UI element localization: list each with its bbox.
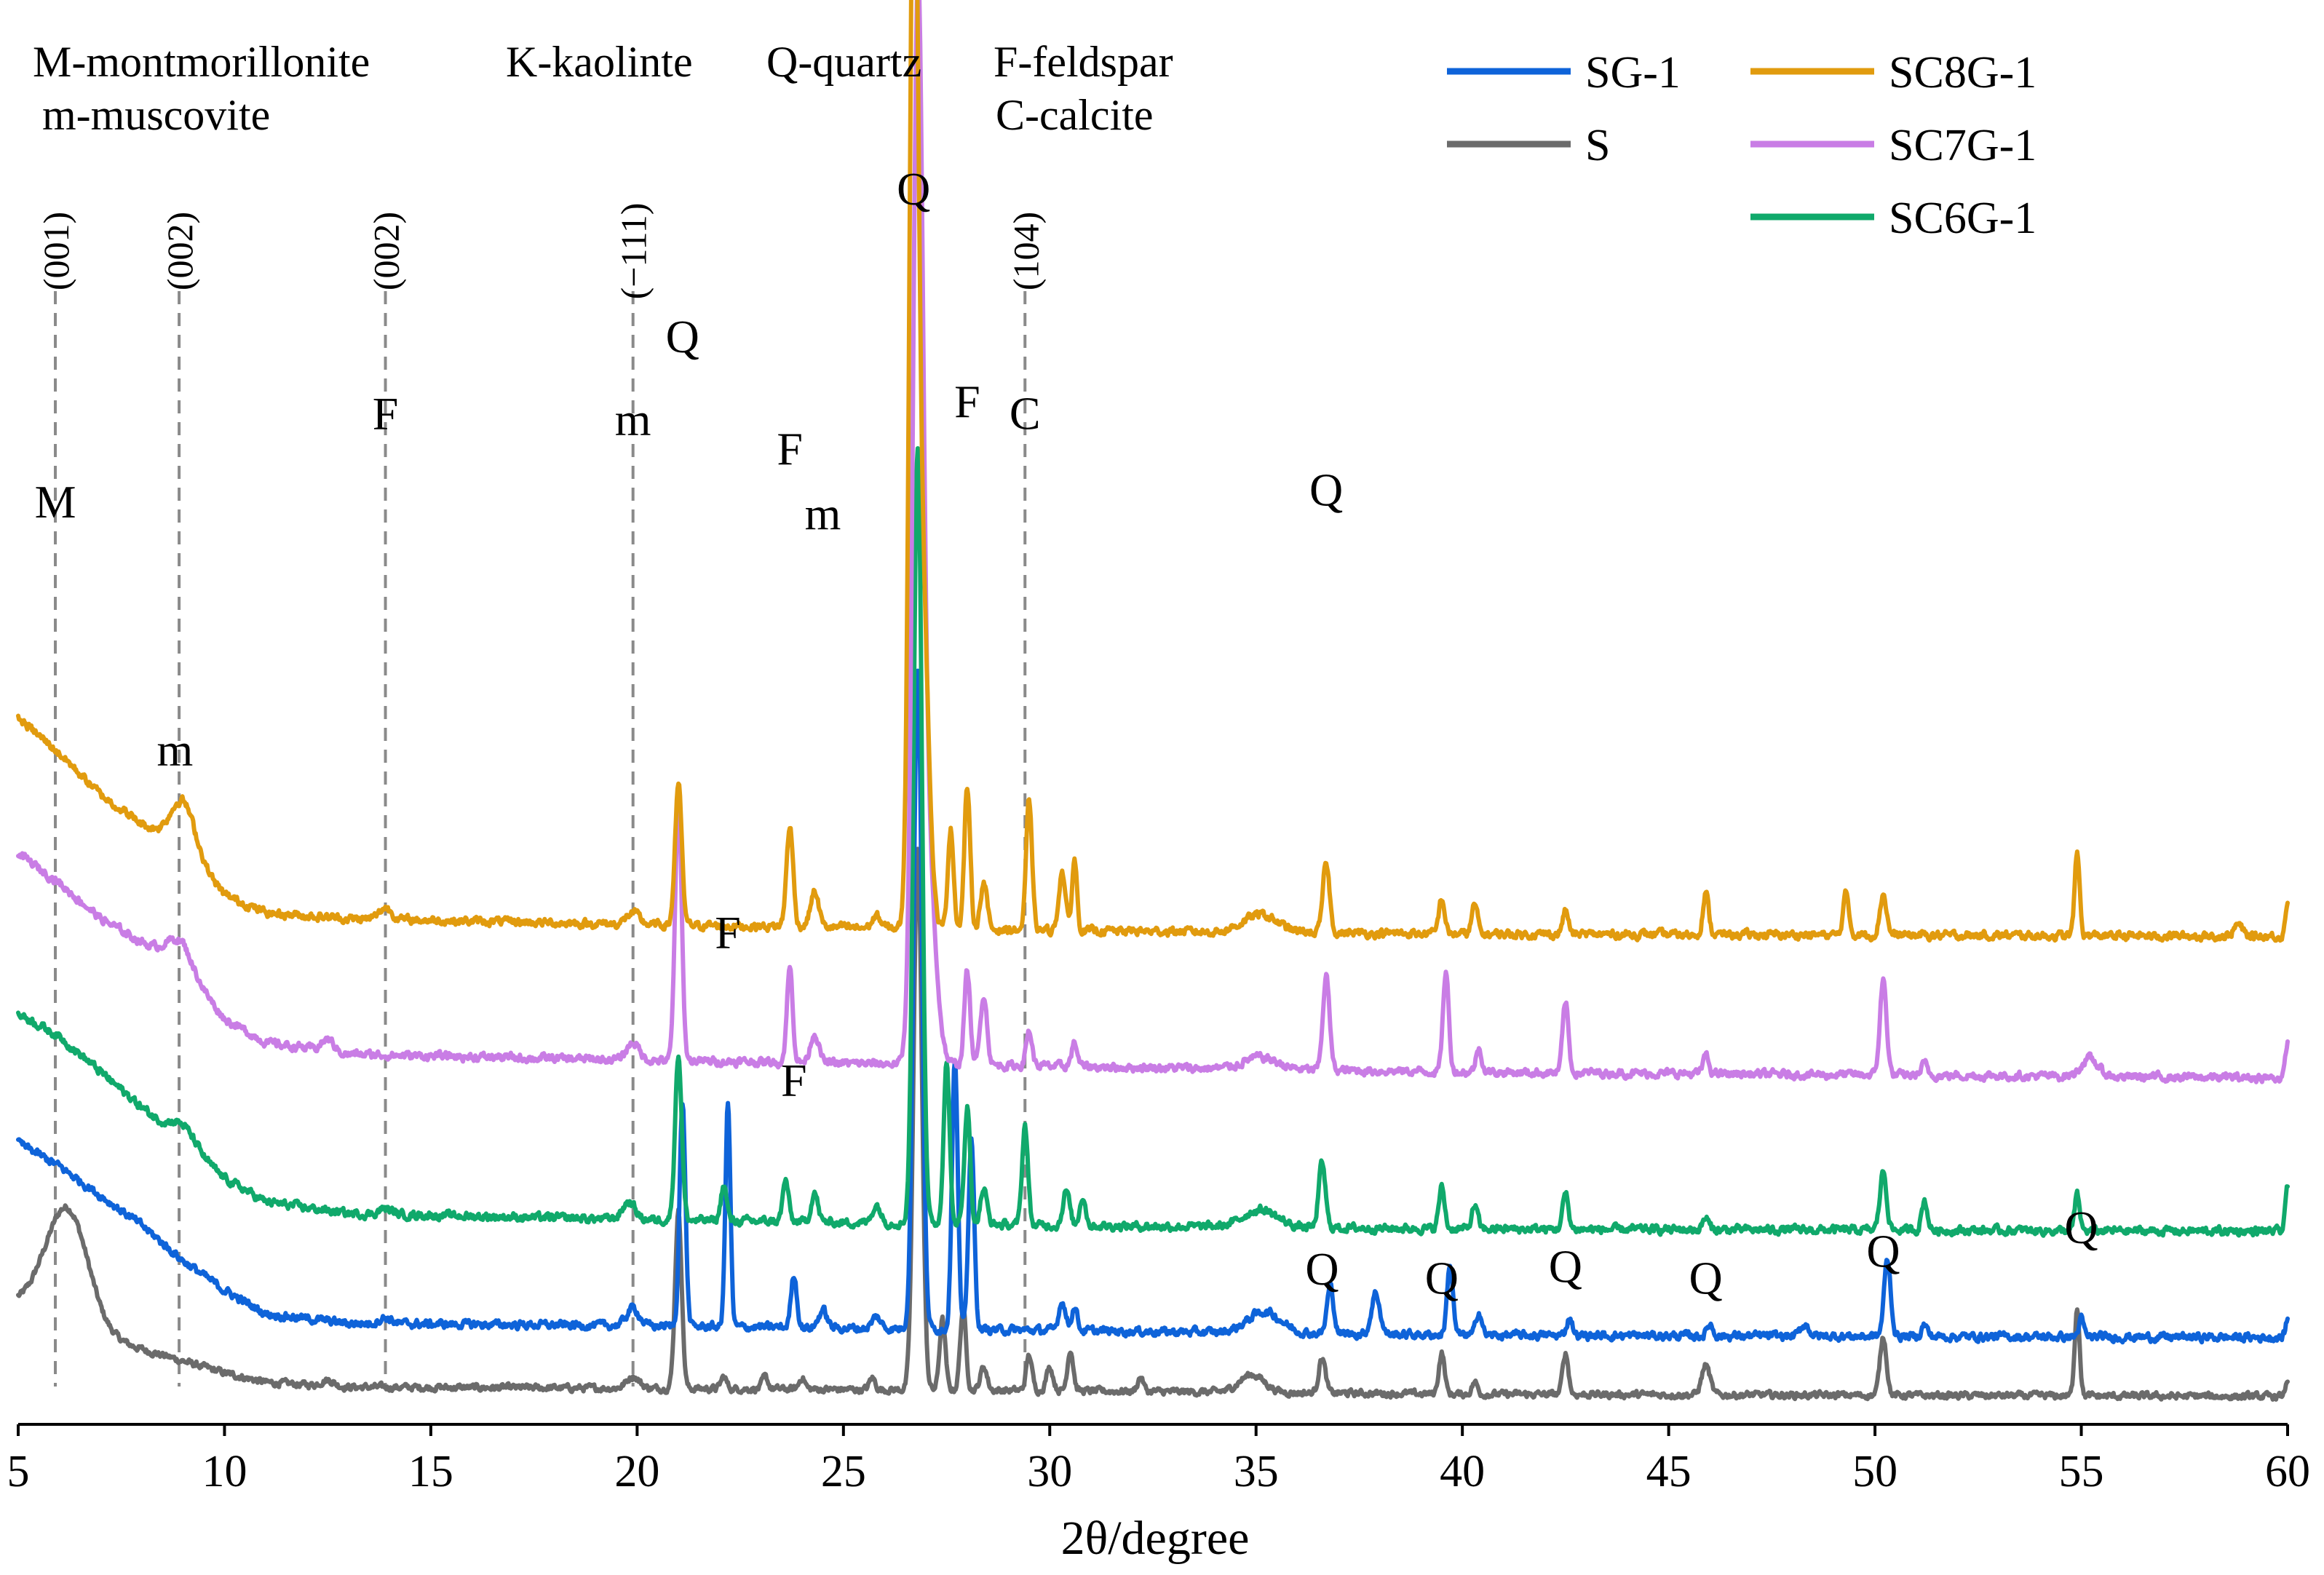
peak-label: F [373, 387, 399, 439]
x-axis-label: 2θ/degree [1061, 1512, 1250, 1565]
peak-label: Q [1549, 1241, 1582, 1293]
peak-label: M [35, 476, 76, 528]
legend: SG-1 S SC8G-1 SC7G-1 SC6G-1 [1447, 48, 2037, 243]
miller-index-label: (001) [36, 212, 76, 290]
mineral-key-muscovite: m-muscovite [42, 91, 270, 139]
peak-label: F [715, 907, 741, 959]
x-tick-label: 45 [1646, 1447, 1692, 1496]
series-line-sg-1 [16, 668, 2290, 1345]
x-tick-label: 55 [2059, 1447, 2104, 1496]
legend-label-sg-1: SG-1 [1585, 48, 1681, 98]
legend-label-s: S [1585, 121, 1610, 170]
peak-label: Q [1425, 1253, 1459, 1304]
x-tick-label: 60 [2265, 1447, 2310, 1496]
x-tick-label: 30 [1027, 1447, 1072, 1496]
peak-label: C [1010, 387, 1041, 439]
series-line-sc7g-1 [16, 0, 2290, 1084]
mineral-key-quartz: Q-quartz [766, 38, 921, 86]
x-tick-label: 20 [614, 1447, 659, 1496]
x-tick-label: 25 [821, 1447, 866, 1496]
x-tick-label: 40 [1440, 1447, 1485, 1496]
peak-label: F [954, 376, 980, 427]
miller-index-label: (002) [159, 212, 200, 290]
mineral-key-feldspar: F-feldspar [994, 38, 1173, 86]
peak-label: m [805, 488, 841, 539]
peak-label: Q [1309, 464, 1343, 516]
x-tick-label: 35 [1234, 1447, 1279, 1496]
x-tick-label: 10 [202, 1447, 247, 1496]
miller-index-label: (104) [1005, 212, 1046, 290]
series-line-s [16, 846, 2290, 1402]
peak-label: m [615, 393, 651, 445]
peak-label: Q [1689, 1253, 1723, 1304]
diffraction-traces [16, 0, 2290, 1402]
peak-label: Q [666, 311, 699, 362]
x-tick-label: 5 [7, 1447, 30, 1496]
legend-label-sc6g-1: SC6G-1 [1889, 194, 2037, 243]
peak-label: Q [2064, 1202, 2098, 1253]
legend-label-sc7g-1: SC7G-1 [1889, 121, 2037, 170]
mineral-key-kaolinite: K-kaolinte [506, 38, 693, 86]
peak-label: F [781, 1054, 807, 1106]
mineral-key-calcite: C-calcite [996, 91, 1154, 139]
reference-lines: (001) (002) (002) (−111) (104) [36, 203, 1046, 1386]
mineral-key-montmorillonite: M-montmorillonite [33, 38, 370, 86]
x-tick-label: 15 [408, 1447, 453, 1496]
x-axis: 5 10 15 20 25 30 35 40 45 50 55 60 2θ/degree [7, 1423, 2310, 1565]
x-ticks: 5 10 15 20 25 30 35 40 45 50 55 60 [7, 1424, 2310, 1496]
legend-label-sc8g-1: SC8G-1 [1889, 48, 2037, 98]
miller-index-label: (002) [366, 212, 407, 290]
series-line-sc6g-1 [16, 446, 2290, 1238]
peak-label: F [777, 423, 803, 475]
miller-index-label: (−111) [614, 203, 654, 300]
x-tick-label: 50 [1852, 1447, 1897, 1496]
peak-label: Q [1305, 1243, 1339, 1295]
series-line-sc8g-1 [16, 0, 2290, 943]
peak-label: Q [897, 163, 930, 215]
peak-label: m [157, 723, 194, 775]
peak-label: Q [1866, 1225, 1900, 1277]
mineral-key: M-montmorillonite K-kaolinte Q-quartz F-… [33, 38, 1173, 139]
